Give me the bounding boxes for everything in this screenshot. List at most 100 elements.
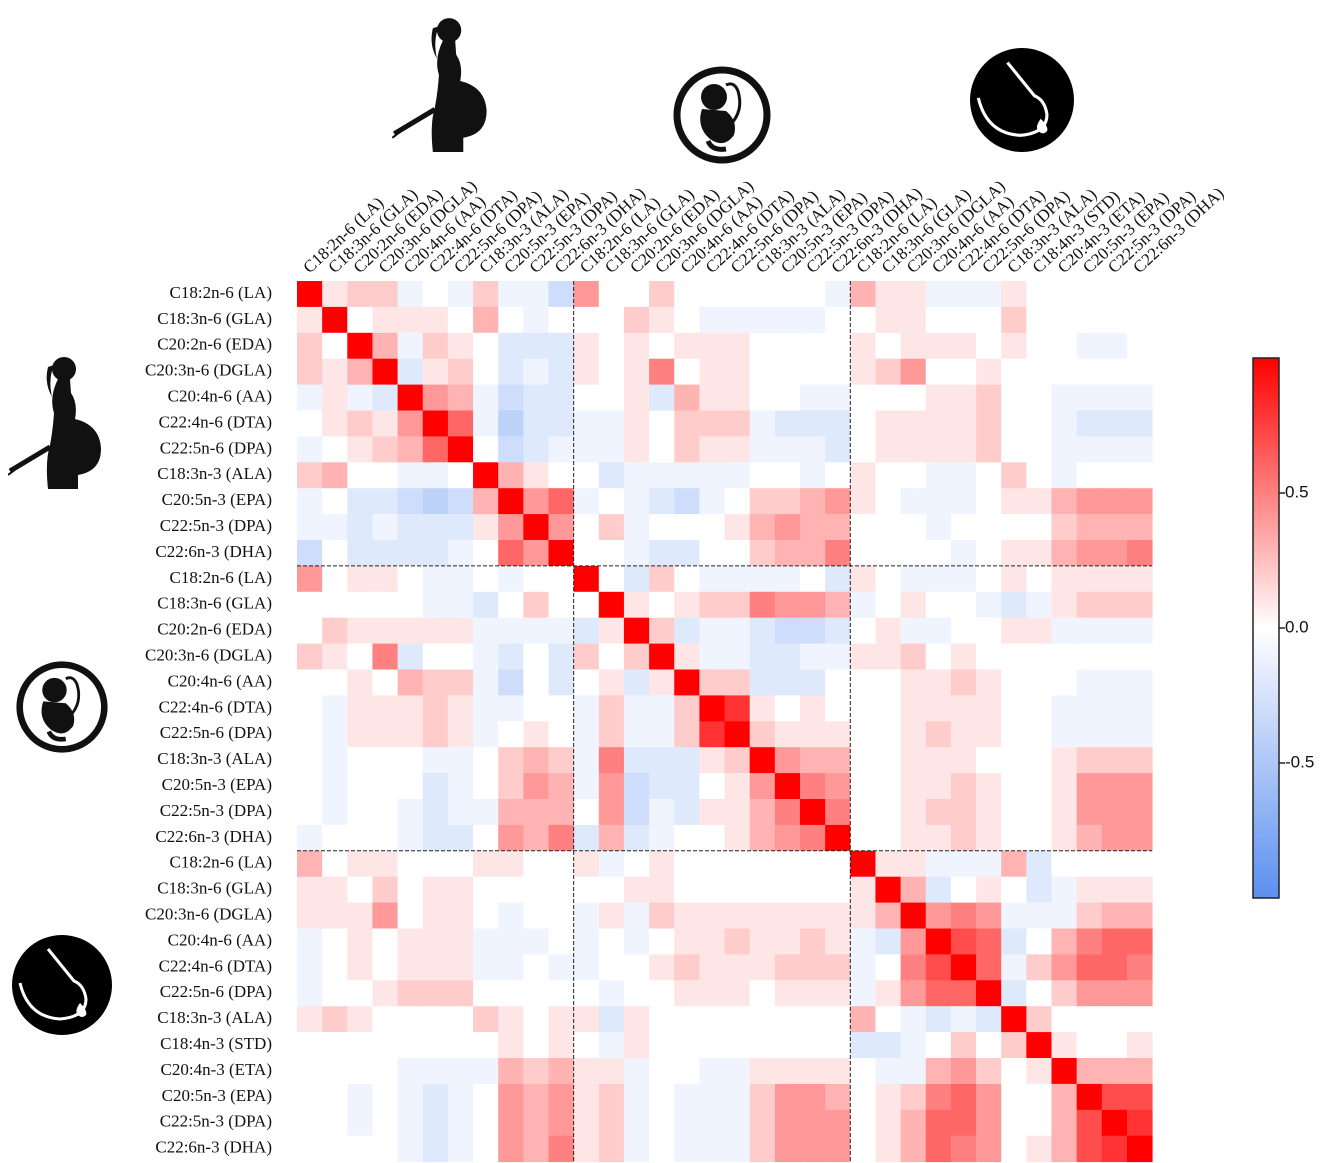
cell: [347, 1032, 373, 1059]
cell: [900, 773, 927, 800]
y-tick-label: C18:3n-3 (ALA): [157, 749, 272, 768]
cell: [749, 462, 776, 489]
cell: [976, 721, 1002, 748]
cell: [347, 565, 373, 593]
cell: [800, 721, 826, 748]
cell: [925, 281, 952, 308]
cell: [422, 281, 449, 308]
cell: [1051, 980, 1078, 1007]
cell: [598, 306, 625, 334]
cell: [674, 514, 700, 541]
cell: [1076, 954, 1103, 981]
cell: [447, 1109, 474, 1137]
cell: [749, 488, 776, 515]
cell: [1001, 824, 1027, 852]
cell: [724, 1006, 751, 1033]
cell: [397, 1135, 424, 1163]
cell: [1126, 565, 1153, 593]
cell: [925, 1058, 952, 1085]
cell: [850, 591, 876, 619]
y-tick-label: C18:2n-6 (LA): [170, 283, 272, 302]
cell: [774, 643, 801, 670]
cell: [1026, 410, 1052, 437]
cell: [674, 358, 700, 386]
cell: [598, 591, 625, 619]
cell: [422, 1135, 449, 1163]
cell: [498, 902, 524, 929]
cell: [699, 928, 726, 955]
cell: [900, 306, 927, 334]
cell: [347, 643, 373, 670]
cell: [498, 850, 524, 878]
cell: [699, 1032, 726, 1059]
cell: [1001, 1006, 1027, 1033]
cell: [850, 306, 876, 334]
cell: [322, 306, 348, 334]
y-tick-label: C20:3n-6 (DGLA): [145, 361, 272, 380]
cell: [674, 1006, 700, 1033]
cell: [397, 1006, 424, 1033]
cell: [699, 695, 726, 722]
cell: [623, 799, 650, 826]
cell: [875, 1083, 902, 1111]
cell: [850, 462, 876, 489]
cell: [447, 1135, 474, 1163]
cell: [573, 462, 600, 489]
cell: [447, 799, 474, 826]
cell: [875, 954, 902, 981]
cell: [649, 928, 675, 955]
cell: [447, 824, 474, 852]
cell: [372, 824, 399, 852]
cell: [1026, 799, 1052, 826]
cell: [523, 721, 549, 748]
cell: [724, 306, 751, 334]
cell: [397, 643, 424, 670]
cell: [976, 281, 1002, 308]
cell: [875, 773, 902, 800]
y-tick-label: C20:4n-6 (AA): [168, 386, 272, 405]
y-tick-label: C22:5n-6 (DPA): [160, 438, 272, 457]
cell: [548, 876, 575, 904]
heatmap-cells: [297, 281, 1153, 1163]
cell: [322, 1135, 348, 1163]
cell: [976, 902, 1002, 929]
cell: [297, 747, 323, 774]
cell: [447, 281, 474, 308]
cell: [1051, 695, 1078, 722]
cell: [1026, 902, 1052, 929]
cell: [825, 488, 851, 515]
cell: [548, 669, 575, 696]
cell: [800, 436, 826, 463]
cell: [1026, 1083, 1052, 1111]
cell: [1101, 436, 1128, 463]
cell: [498, 695, 524, 722]
cell: [548, 1109, 575, 1137]
cell: [447, 1083, 474, 1111]
cell: [473, 850, 499, 878]
cell: [825, 902, 851, 929]
cell: [623, 1135, 650, 1163]
cell: [925, 410, 952, 437]
cell: [1001, 928, 1027, 955]
cell: [825, 281, 851, 308]
cell: [548, 281, 575, 308]
cell: [900, 747, 927, 774]
cell: [322, 410, 348, 437]
cell: [297, 876, 323, 904]
cell: [447, 332, 474, 360]
cell: [1026, 1135, 1052, 1163]
cell: [1076, 565, 1103, 593]
y-tick-label: C22:6n-3 (DHA): [155, 542, 272, 561]
y-tick-label: C20:4n-6 (AA): [168, 671, 272, 690]
cell: [422, 850, 449, 878]
cell: [498, 488, 524, 515]
cell: [1076, 799, 1103, 826]
cell: [649, 773, 675, 800]
cell: [1076, 850, 1103, 878]
cell: [925, 488, 952, 515]
cell: [950, 565, 977, 593]
y-tick-label: C18:2n-6 (LA): [170, 853, 272, 872]
cell: [1026, 980, 1052, 1007]
cell: [447, 514, 474, 541]
cell: [1101, 747, 1128, 774]
